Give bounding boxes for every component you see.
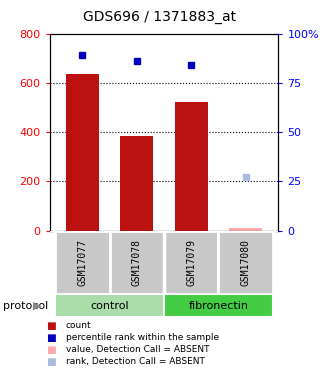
Bar	[55, 294, 164, 317]
Text: GSM17080: GSM17080	[241, 239, 251, 286]
Text: percentile rank within the sample: percentile rank within the sample	[66, 333, 219, 342]
Text: ■: ■	[46, 321, 56, 330]
Bar	[229, 228, 262, 231]
Bar	[120, 136, 153, 231]
Text: GSM17079: GSM17079	[186, 239, 196, 286]
Bar	[66, 74, 99, 231]
Text: fibronectin: fibronectin	[188, 301, 248, 310]
Text: GSM17077: GSM17077	[77, 239, 87, 286]
Text: ■: ■	[46, 357, 56, 366]
Bar	[164, 231, 219, 294]
Bar	[55, 231, 109, 294]
Bar	[109, 231, 164, 294]
Text: value, Detection Call = ABSENT: value, Detection Call = ABSENT	[66, 345, 209, 354]
Text: ▶: ▶	[33, 301, 41, 310]
Bar	[219, 231, 273, 294]
Text: count: count	[66, 321, 91, 330]
Text: rank, Detection Call = ABSENT: rank, Detection Call = ABSENT	[66, 357, 204, 366]
Text: control: control	[90, 301, 129, 310]
Text: ■: ■	[46, 345, 56, 354]
Bar	[175, 102, 208, 231]
Bar	[164, 294, 273, 317]
Text: ■: ■	[46, 333, 56, 342]
Text: GDS696 / 1371883_at: GDS696 / 1371883_at	[84, 10, 236, 24]
Text: GSM17078: GSM17078	[132, 239, 142, 286]
Text: protocol: protocol	[3, 301, 48, 310]
